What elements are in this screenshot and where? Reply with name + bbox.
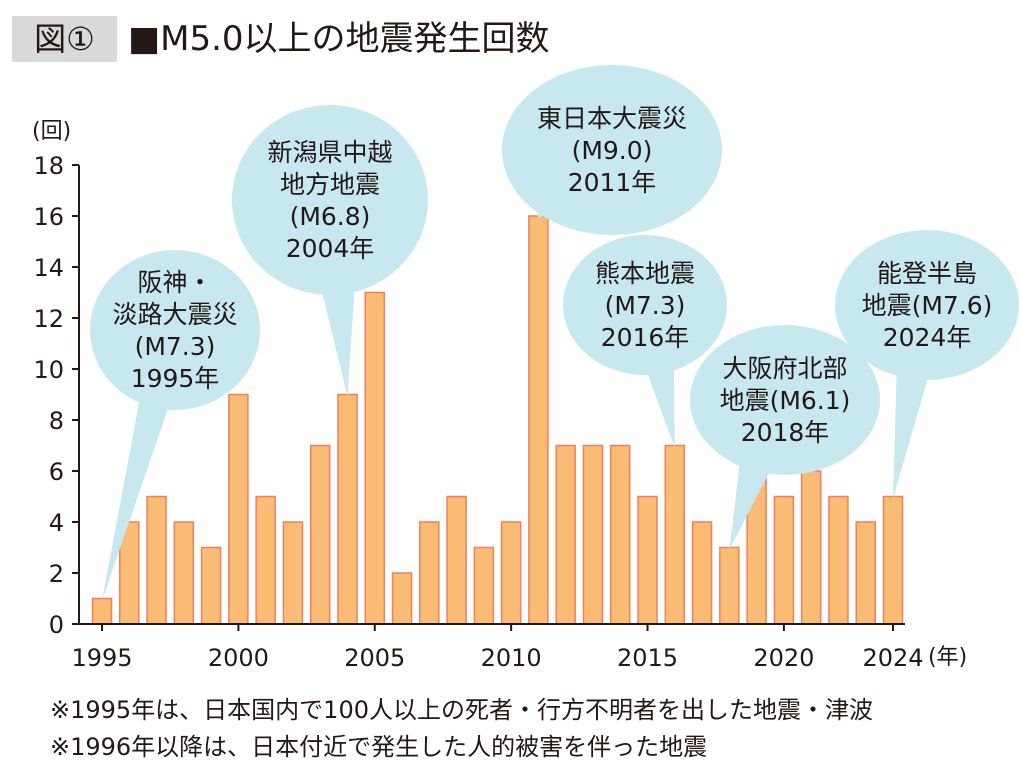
- callout-text-2024: 能登半島: [877, 259, 977, 288]
- y-tick-label: 2: [49, 560, 64, 588]
- callout-text-2018: 地震(M6.1): [720, 386, 851, 415]
- bar-2007: [419, 521, 440, 625]
- callout-bubble-2011: [502, 65, 722, 235]
- x-tick-label: 2024: [862, 644, 923, 672]
- callout-bubble-1995: [90, 250, 260, 410]
- bar-2002: [282, 521, 304, 625]
- bar-2006: [391, 572, 413, 625]
- bar-2004: [337, 393, 358, 625]
- y-tick-label: 0: [49, 611, 64, 639]
- bar-1997: [146, 495, 167, 625]
- x-tick-label: 2020: [753, 644, 814, 672]
- callout-text-2004: 新潟県中越: [267, 138, 392, 167]
- callout-text-2004: (M6.8): [290, 202, 371, 231]
- bar-2015: [637, 495, 658, 625]
- y-tick-label: 16: [33, 203, 64, 231]
- callout-bubble-2016: [563, 235, 727, 375]
- callout-text-2011: (M9.0): [572, 136, 653, 165]
- callout-text-2011: 2011年: [568, 168, 657, 197]
- callout-text-2016: 2016年: [601, 323, 690, 352]
- y-axis-label: (回): [32, 119, 71, 144]
- y-tick-label: 8: [49, 407, 64, 435]
- bar-2017: [691, 521, 713, 625]
- callout-text-2011: 東日本大震災: [537, 104, 687, 133]
- y-tick-label: 12: [33, 305, 64, 333]
- callout-bubble-2004: [232, 105, 428, 295]
- callout-text-1995: 淡路大震災: [112, 300, 237, 329]
- callout-text-2024: 地震(M7.6): [862, 291, 993, 320]
- callout-text-1995: 阪神・: [137, 268, 212, 297]
- callout-tail-2004: [319, 276, 356, 397]
- bar-1999: [200, 546, 222, 625]
- bar-2016: [664, 444, 686, 625]
- footnote-2: ※1996年以降は、日本付近で発生した人的被害を伴った地震: [50, 733, 708, 761]
- callout-text-2018: 大阪府北部: [722, 354, 847, 383]
- bar-2009: [473, 546, 495, 625]
- bar-2001: [255, 495, 276, 625]
- bar-2022: [828, 495, 849, 625]
- bar-2018: [719, 546, 740, 625]
- callout-tail-2016: [644, 359, 675, 448]
- callout-text-1995: 1995年: [131, 364, 220, 393]
- bar-2014: [609, 444, 631, 625]
- y-tick-label: 10: [33, 356, 64, 384]
- bar-2013: [582, 444, 604, 625]
- callout-text-1995: (M7.3): [135, 332, 216, 361]
- callout-text-2016: 熊本地震: [595, 259, 695, 288]
- callout-text-2024: 2024年: [883, 323, 972, 352]
- callout-text-2004: 2004年: [286, 234, 375, 263]
- bar-2000: [228, 393, 249, 625]
- bar-2010: [500, 521, 522, 625]
- x-tick-label: 2010: [481, 644, 542, 672]
- x-tick-label: 2015: [617, 644, 678, 672]
- x-axis-label: (年): [928, 645, 967, 670]
- callout-tail-2018: [729, 453, 775, 550]
- callout-text-2018: 2018年: [741, 418, 830, 447]
- bar-2021: [800, 470, 822, 625]
- bar-2023: [855, 521, 876, 625]
- y-tick-label: 14: [33, 254, 64, 282]
- bar-2005: [364, 291, 386, 625]
- footnote-1: ※1995年は、日本国内で100人以上の死者・行方不明者を出した地震・津波: [50, 696, 873, 724]
- bar-2008: [446, 495, 467, 625]
- bar-1998: [173, 521, 195, 625]
- bar-1995: [91, 597, 113, 625]
- callout-tail-2024: [893, 363, 931, 499]
- bar-2012: [555, 444, 576, 625]
- x-tick-label: 2005: [344, 644, 405, 672]
- x-tick-label: 1995: [71, 644, 132, 672]
- callout-text-2004: 地方地震: [280, 170, 380, 199]
- figure-label: 図①: [12, 16, 117, 62]
- y-tick-label: 6: [49, 458, 64, 486]
- chart-title: ■M5.0以上の地震発生回数: [128, 19, 550, 59]
- y-tick-label: 4: [49, 509, 64, 537]
- bar-2003: [309, 444, 331, 625]
- x-tick-label: 2000: [208, 644, 269, 672]
- bar-2011: [528, 215, 549, 625]
- callout-bubble-2018: [690, 325, 880, 475]
- y-tick-label: 18: [33, 152, 64, 180]
- bar-2024: [882, 495, 904, 625]
- callout-text-2016: (M7.3): [605, 291, 686, 320]
- callout-tail-1995: [102, 390, 172, 601]
- callout-bubble-2024: [835, 230, 1019, 380]
- bar-2020: [773, 495, 795, 625]
